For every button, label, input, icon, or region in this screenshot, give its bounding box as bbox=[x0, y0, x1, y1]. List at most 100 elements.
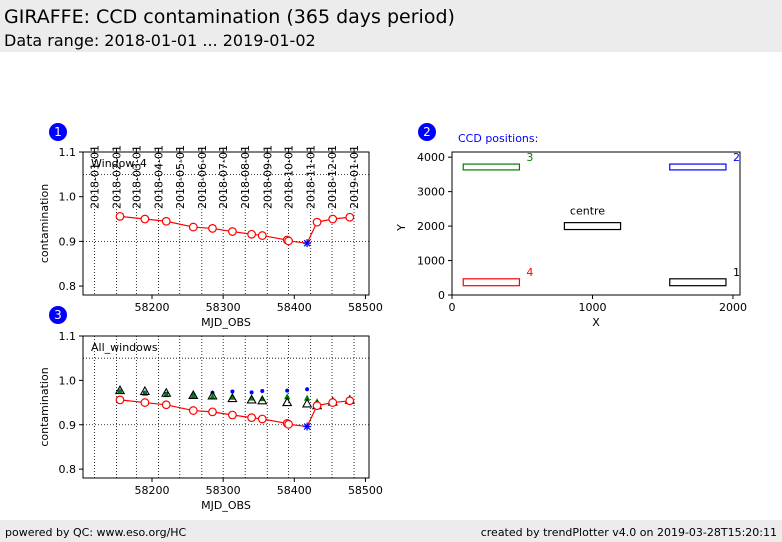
footer-credit: powered by QC: www.eso.org/HC bbox=[5, 526, 187, 539]
p2-ytick-label: 0 bbox=[438, 289, 445, 302]
p1-date-label: 2018-11-01 bbox=[305, 145, 318, 209]
p1-ytick-label: 1.0 bbox=[59, 191, 77, 204]
p1-point bbox=[284, 236, 294, 246]
p3-win3-point bbox=[283, 393, 291, 400]
p2-title: CCD positions: bbox=[458, 132, 538, 145]
p3-win4-point bbox=[208, 407, 217, 417]
header-bar: GIRAFFE: CCD contamination (365 days per… bbox=[0, 0, 782, 52]
p2-ytick-label: 4000 bbox=[417, 151, 445, 164]
ccd-window-3-rect bbox=[462, 163, 521, 171]
p3-win4-point bbox=[284, 419, 294, 429]
p3-win4-point bbox=[257, 414, 267, 424]
p1-frame bbox=[82, 151, 370, 296]
p3-latest-star bbox=[303, 422, 312, 431]
p1-series-label: Window_4 bbox=[91, 157, 147, 170]
p1-point bbox=[312, 217, 322, 227]
p3-win3-point bbox=[163, 391, 170, 398]
p3-win4-point bbox=[328, 398, 338, 407]
ccd-window-4-label: 4 bbox=[526, 266, 533, 279]
p1-point bbox=[345, 212, 355, 222]
p3-xtick-label: 58400 bbox=[277, 484, 312, 497]
p1-date-label: 2018-02-01 bbox=[110, 145, 123, 209]
p3-win1-point bbox=[227, 392, 238, 403]
p3-win3-point bbox=[116, 387, 124, 394]
p3-win3-point bbox=[209, 393, 216, 400]
p1-point bbox=[328, 214, 338, 224]
p1-ytick-label: 0.9 bbox=[59, 235, 77, 248]
p3-win1-point bbox=[282, 396, 293, 407]
p3-latest-star-stroke bbox=[303, 423, 311, 430]
p3-win4-point bbox=[247, 413, 257, 423]
p3-win1-point bbox=[139, 385, 151, 396]
p3-win1-point bbox=[257, 395, 268, 405]
p3-win4-point bbox=[228, 410, 237, 420]
p1-date-label: 2019-01-01 bbox=[348, 145, 361, 209]
data-range: Data range: 2018-01-01 ... 2019-01-02 bbox=[4, 31, 316, 50]
p3-win4-point bbox=[161, 400, 171, 410]
p3-win4-point bbox=[345, 396, 355, 406]
p2-xlabel: X bbox=[592, 316, 600, 329]
p3-ytick-label: 1.1 bbox=[59, 330, 77, 343]
p3-win4-point bbox=[188, 406, 198, 415]
p2-ytick-label: 1000 bbox=[417, 255, 445, 268]
p1-date-label: 2018-07-01 bbox=[217, 145, 230, 209]
p1-xlabel: MJD_OBS bbox=[201, 316, 251, 329]
p1-date-label: 2018-06-01 bbox=[196, 145, 209, 209]
p1-date-label: 2018-01-01 bbox=[88, 145, 101, 209]
plot-1-window-4: 58200 58300 58400 58500 MJD_OBS 0.8 0.9 1.0 1.1 c… bbox=[38, 145, 383, 329]
ccd-window-centre-label: centre bbox=[570, 205, 605, 218]
p1-date-label: 2018-04-01 bbox=[152, 145, 165, 209]
p1-date-label: 2018-05-01 bbox=[174, 145, 187, 209]
p1-point bbox=[188, 222, 198, 232]
p3-win1-point bbox=[301, 398, 313, 408]
p1-ylabel: contamination bbox=[38, 184, 51, 263]
p1-point bbox=[208, 224, 217, 233]
ccd-window-1-label: 1 bbox=[733, 266, 740, 279]
p3-xtick-label: 58200 bbox=[135, 484, 170, 497]
p2-frame bbox=[451, 151, 741, 296]
p1-point bbox=[228, 227, 237, 236]
p3-win3-point bbox=[190, 392, 197, 399]
p3-win2-point bbox=[260, 389, 265, 394]
plot-1-badge-number: 1 bbox=[54, 125, 62, 139]
plot-3-all-windows: 58200 58300 58400 58500 MJD_OBS 0.8 0.9 1.0 1.1 c… bbox=[38, 330, 383, 512]
p3-ytick-label: 0.8 bbox=[59, 463, 77, 476]
p3-win4-point bbox=[312, 401, 322, 411]
ccd-window-4-rect bbox=[462, 278, 521, 287]
p3-win1-point bbox=[161, 387, 172, 397]
p1-point bbox=[161, 216, 171, 226]
p1-date-label: 2018-09-01 bbox=[261, 145, 274, 209]
p2-xtick-label: 1000 bbox=[578, 301, 606, 314]
footer-bar: powered by QC: www.eso.org/HC created by… bbox=[0, 520, 782, 542]
p1-ytick-label: 1.1 bbox=[59, 146, 77, 159]
p2-ylabel: Y bbox=[395, 224, 408, 232]
p3-xtick-label: 58300 bbox=[206, 484, 241, 497]
p3-xtick-label: 58500 bbox=[348, 484, 383, 497]
p3-ytick-label: 1.0 bbox=[59, 374, 77, 387]
plot-2-ccd-positions: 0 1000 2000 X 0 1000 2000 3000 4000 Y CCD position… bbox=[395, 132, 747, 329]
plot-3-badge bbox=[49, 306, 67, 324]
plot-1-badge bbox=[49, 123, 67, 141]
p2-ytick-label: 3000 bbox=[417, 186, 445, 199]
p1-xtick-label: 58200 bbox=[135, 301, 170, 314]
p1-point bbox=[257, 231, 267, 240]
p3-win4-point bbox=[115, 395, 125, 405]
p1-date-label: 2018-08-01 bbox=[239, 145, 252, 209]
ccd-window-centre-rect bbox=[563, 222, 622, 231]
p3-win2-point bbox=[230, 389, 235, 394]
p1-point bbox=[140, 214, 150, 224]
p3-win1-point bbox=[188, 389, 199, 400]
p3-win2-point bbox=[249, 390, 254, 395]
p1-xtick-label: 58400 bbox=[277, 301, 312, 314]
p3-win2-point bbox=[285, 388, 290, 393]
p3-win1-point bbox=[207, 390, 218, 400]
page-title: GIRAFFE: CCD contamination (365 days per… bbox=[4, 6, 455, 28]
p3-win4-point bbox=[140, 398, 150, 407]
p3-ylabel: contamination bbox=[38, 367, 51, 446]
p1-point bbox=[115, 211, 125, 221]
p1-xtick-label: 58300 bbox=[206, 301, 241, 314]
p1-date-label: 2018-03-01 bbox=[130, 145, 143, 209]
footer-generator: created by trendPlotter v4.0 on 2019-03-… bbox=[480, 526, 777, 539]
ccd-window-2-rect bbox=[669, 163, 727, 171]
